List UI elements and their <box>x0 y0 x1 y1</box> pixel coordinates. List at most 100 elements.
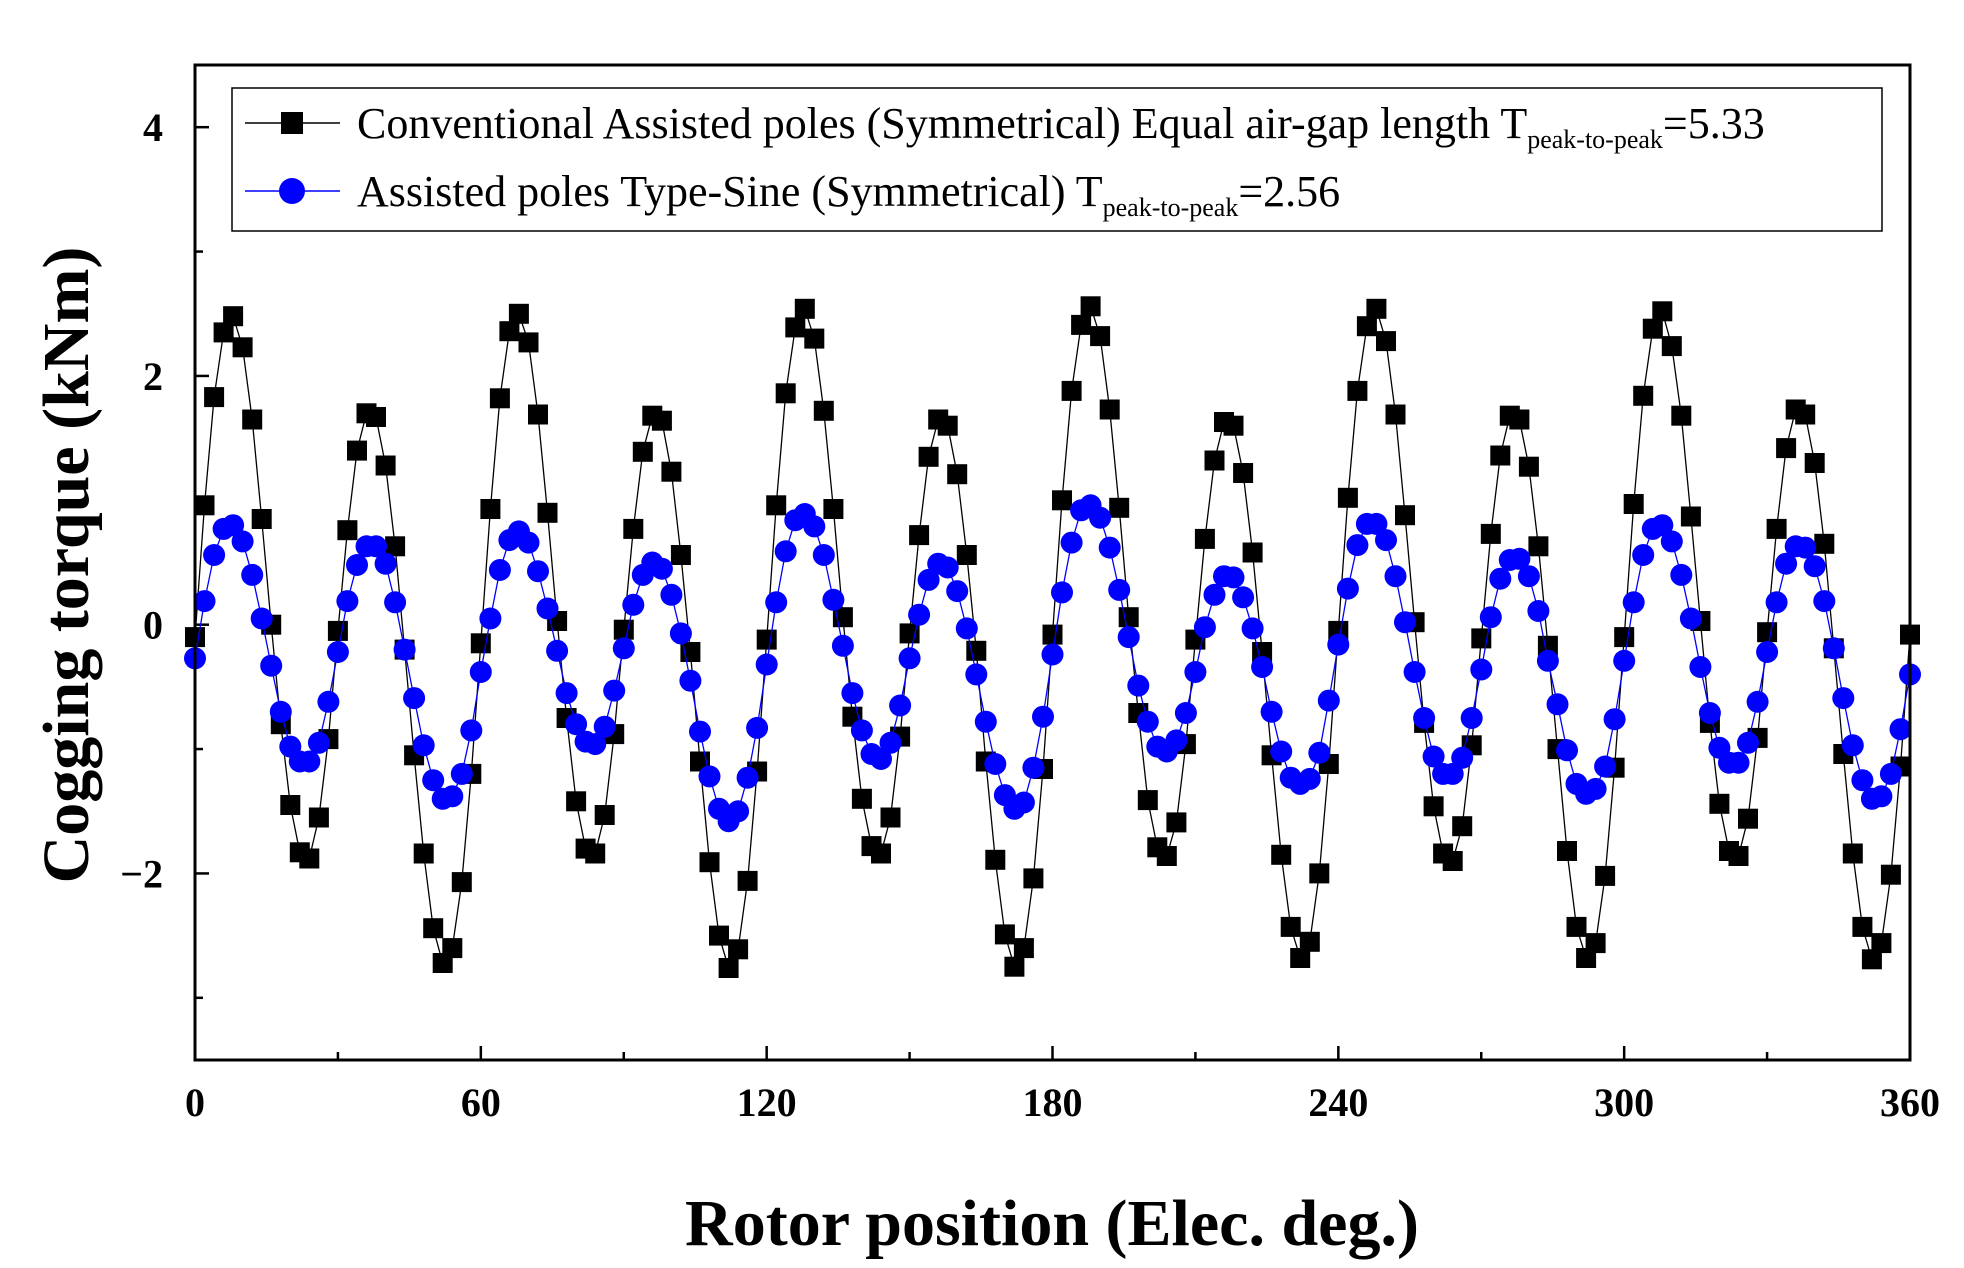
data-point-type-sine <box>307 731 330 754</box>
data-point-type-sine <box>1336 577 1359 600</box>
data-point-conventional <box>1395 505 1415 526</box>
data-point-type-sine <box>269 700 292 723</box>
data-point-type-sine <box>1203 583 1226 606</box>
data-point-conventional <box>718 958 739 978</box>
data-point-type-sine <box>689 720 711 743</box>
data-point-type-sine <box>1260 700 1283 723</box>
data-point-conventional <box>1347 380 1368 401</box>
data-point-type-sine <box>974 710 997 733</box>
data-point-type-sine <box>1727 751 1750 774</box>
data-point-conventional <box>1137 790 1158 811</box>
data-point-type-sine <box>393 638 416 661</box>
data-point-type-sine <box>517 531 540 554</box>
data-point-type-sine <box>879 731 902 754</box>
data-point-type-sine <box>1613 649 1636 672</box>
data-point-type-sine <box>1670 563 1693 586</box>
data-point-conventional <box>1642 318 1663 339</box>
data-point-type-sine <box>1403 661 1426 683</box>
data-point-conventional <box>985 849 1006 870</box>
data-point-type-sine <box>1651 514 1674 537</box>
data-point-conventional <box>804 328 825 349</box>
data-point-conventional <box>442 938 463 959</box>
legend: Conventional Assisted poles (Symmetrical… <box>231 87 1883 232</box>
data-point-type-sine <box>555 682 578 705</box>
data-point-type-sine <box>336 590 359 613</box>
data-point-conventional <box>1013 938 1034 959</box>
data-point-conventional <box>1090 326 1111 347</box>
series-conventional <box>185 296 1920 978</box>
data-point-type-sine <box>850 719 873 742</box>
data-point-type-sine <box>1375 529 1397 552</box>
data-point-type-sine <box>403 687 426 710</box>
data-point-type-sine <box>1089 506 1112 529</box>
data-point-type-sine <box>450 762 473 785</box>
data-point-conventional <box>585 843 606 864</box>
data-point-conventional <box>1509 409 1530 430</box>
data-point-type-sine <box>536 597 559 620</box>
data-point-conventional <box>594 805 615 825</box>
data-point-type-sine <box>1489 567 1512 590</box>
data-point-conventional <box>528 404 548 425</box>
data-point-type-sine <box>193 590 216 613</box>
data-point-conventional <box>670 545 691 565</box>
data-point-conventional <box>232 337 253 358</box>
tick-labels: 0 60 120 180 240 300 360 −2 0 2 4 <box>120 105 1940 1125</box>
data-point-type-sine <box>870 748 892 770</box>
data-point-type-sine <box>346 554 368 576</box>
x-tick-label: 360 <box>1880 1080 1940 1125</box>
data-point-type-sine <box>736 766 759 789</box>
data-point-conventional <box>1071 314 1092 335</box>
data-point-type-sine <box>1251 656 1274 678</box>
data-point-conventional <box>1204 450 1225 471</box>
data-point-type-sine <box>1794 536 1817 559</box>
data-point-conventional <box>766 495 787 516</box>
data-point-conventional <box>499 321 520 342</box>
data-point-conventional <box>1661 336 1682 357</box>
data-point-type-sine <box>1775 552 1798 575</box>
data-point-conventional <box>1156 846 1177 866</box>
data-point-conventional <box>775 383 796 404</box>
data-point-conventional <box>480 499 501 519</box>
data-point-type-sine <box>889 694 912 717</box>
data-point-conventional <box>1871 933 1892 954</box>
data-point-type-sine <box>1165 729 1188 752</box>
data-point-type-sine <box>326 641 349 663</box>
data-point-conventional <box>1852 916 1873 937</box>
data-point-conventional <box>1614 627 1635 648</box>
data-point-type-sine <box>1851 769 1874 792</box>
data-point-type-sine <box>1889 718 1912 741</box>
data-point-conventional <box>489 388 510 409</box>
data-point-type-sine <box>727 800 750 823</box>
data-point-conventional <box>1242 542 1263 563</box>
data-point-type-sine <box>1394 611 1416 634</box>
data-point-type-sine <box>1841 734 1864 757</box>
data-point-conventional <box>1623 494 1644 514</box>
data-point-type-sine <box>488 559 511 581</box>
data-point-conventional <box>1194 528 1215 549</box>
data-point-type-sine <box>1870 785 1893 808</box>
data-point-conventional <box>728 939 749 960</box>
data-point-type-sine <box>231 530 254 553</box>
x-tick-label: 300 <box>1594 1080 1654 1125</box>
data-point-type-sine <box>1241 617 1264 640</box>
data-point-conventional <box>785 317 806 338</box>
data-point-type-sine <box>1174 702 1197 724</box>
data-point-conventional <box>508 303 529 324</box>
data-point-conventional <box>1109 497 1130 518</box>
data-point-conventional <box>947 464 968 485</box>
data-point-type-sine <box>1527 600 1550 622</box>
data-point-conventional <box>385 536 406 557</box>
data-point-conventional <box>709 925 729 946</box>
data-point-conventional <box>1861 949 1882 970</box>
data-point-type-sine <box>527 560 549 583</box>
data-point-conventional <box>1757 622 1778 643</box>
plot-frame <box>193 63 1912 1062</box>
legend-label-conventional: Conventional Assisted poles (Symmetrical… <box>357 99 1765 154</box>
data-point-conventional <box>1795 404 1816 425</box>
data-point-type-sine <box>898 647 921 670</box>
data-point-type-sine <box>546 639 569 662</box>
data-point-conventional <box>413 843 434 864</box>
data-point-conventional <box>632 441 653 462</box>
data-point-conventional <box>623 518 644 539</box>
data-point-type-sine <box>1184 661 1207 683</box>
